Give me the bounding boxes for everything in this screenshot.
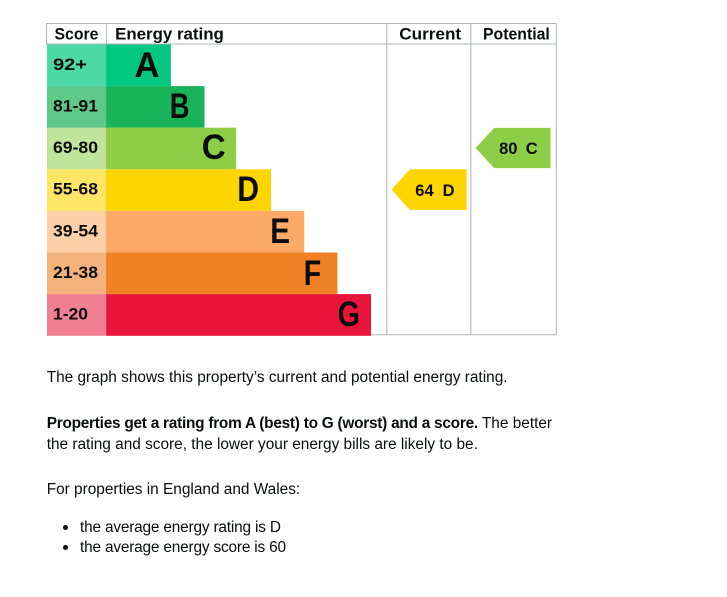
svg-text:92+: 92+ xyxy=(53,56,87,74)
svg-text:Score: Score xyxy=(55,26,99,44)
svg-text:F: F xyxy=(304,254,321,293)
svg-text:21-38: 21-38 xyxy=(53,264,98,282)
svg-text:64: 64 xyxy=(415,182,434,200)
svg-text:E: E xyxy=(270,212,290,251)
svg-text:Potential: Potential xyxy=(483,26,550,44)
svg-text:D: D xyxy=(237,170,259,209)
svg-text:B: B xyxy=(170,87,190,126)
svg-text:A: A xyxy=(135,46,160,85)
svg-text:C: C xyxy=(526,140,538,158)
svg-text:55-68: 55-68 xyxy=(53,181,98,199)
svg-text:1-20: 1-20 xyxy=(53,306,88,324)
svg-text:C: C xyxy=(202,128,226,167)
svg-text:Energy rating: Energy rating xyxy=(115,26,224,44)
svg-text:80: 80 xyxy=(499,140,517,158)
svg-text:G: G xyxy=(338,295,360,334)
svg-text:39-54: 39-54 xyxy=(53,222,98,240)
svg-text:D: D xyxy=(443,182,455,200)
svg-text:69-80: 69-80 xyxy=(53,139,98,157)
svg-text:Current: Current xyxy=(399,26,462,44)
svg-text:81-91: 81-91 xyxy=(53,98,98,116)
